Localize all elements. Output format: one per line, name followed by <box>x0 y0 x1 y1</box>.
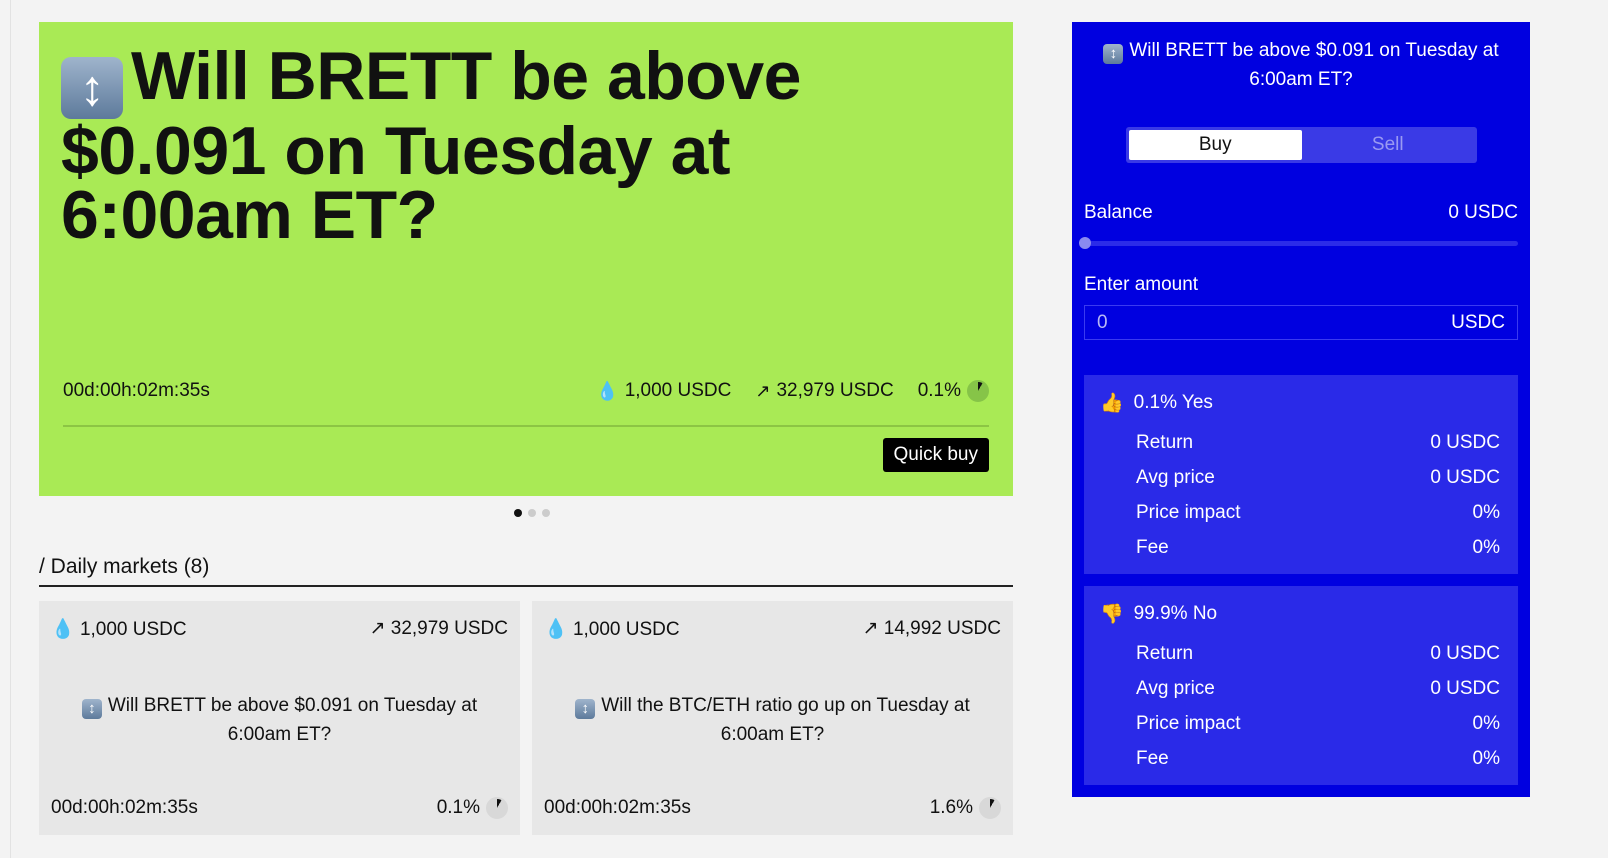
fee-value: 0% <box>1472 537 1500 558</box>
probability-stat: 0.1% <box>918 380 989 402</box>
amount-input[interactable]: 0 USDC <box>1084 305 1518 340</box>
price-impact-label: Price impact <box>1136 502 1241 523</box>
probability-stat: 1.6% <box>930 797 1001 819</box>
liquidity-drops-icon: 💧 <box>51 619 75 640</box>
volume-value: 14,992 USDC <box>883 618 1001 639</box>
probability-stat: 0.1% <box>437 797 508 819</box>
liquidity-value: 1,000 USDC <box>79 619 187 640</box>
price-impact-value: 0% <box>1472 713 1500 734</box>
tab-buy[interactable]: Buy <box>1129 130 1302 160</box>
up-down-arrow-icon: ↕ <box>81 699 102 719</box>
volume-stat: ↗ 14,992 USDC <box>863 617 1001 641</box>
return-value: 0 USDC <box>1430 643 1500 664</box>
buy-sell-toggle: Buy Sell <box>1126 127 1477 163</box>
fee-label: Fee <box>1136 537 1169 558</box>
liquidity-value: 1,000 USDC <box>624 380 732 401</box>
liquidity-stat: 💧 1,000 USDC <box>544 617 680 641</box>
trade-panel: ↕ Will BRETT be above $0.091 on Tuesday a… <box>1072 22 1530 797</box>
avg-price-label: Avg price <box>1136 467 1215 488</box>
up-down-arrow-icon: ↕ <box>61 57 123 119</box>
countdown-timer: 00d:00h:02m:35s <box>544 797 691 818</box>
avg-price-label: Avg price <box>1136 678 1215 699</box>
probability-value: 0.1% <box>436 797 480 818</box>
fee-value: 0% <box>1472 748 1500 769</box>
yes-heading: 0.1% Yes <box>1133 392 1213 413</box>
liquidity-value: 1,000 USDC <box>572 619 680 640</box>
carousel-dot[interactable] <box>528 509 536 517</box>
return-value: 0 USDC <box>1430 432 1500 453</box>
avg-price-value: 0 USDC <box>1430 678 1500 699</box>
probability-pie-icon <box>486 797 508 819</box>
featured-title-text: Will BRETT be above $0.091 on Tuesday at… <box>61 38 801 253</box>
divider <box>63 425 989 427</box>
price-impact-label: Price impact <box>1136 713 1241 734</box>
no-outcome-box[interactable]: 👎 99.9% No Return 0 USDC Avg price 0 USDC P… <box>1084 586 1518 785</box>
quick-buy-button[interactable]: Quick buy <box>882 438 989 472</box>
return-label: Return <box>1136 643 1194 664</box>
section-heading: / Daily markets (8) <box>39 555 1013 587</box>
featured-market-card[interactable]: ↕ Will BRETT be above $0.091 on Tuesday a… <box>39 22 1013 496</box>
amount-label: Enter amount <box>1084 274 1199 295</box>
market-card[interactable]: 💧 1,000 USDC ↗ 32,979 USDC ↕ Will BRETT be… <box>39 601 520 835</box>
liquidity-drops-icon: 💧 <box>544 619 568 640</box>
carousel-dot[interactable] <box>514 509 522 517</box>
fee-label: Fee <box>1136 748 1169 769</box>
amount-input-value[interactable]: 0 <box>1097 311 1108 333</box>
countdown-timer: 00d:00h:02m:35s <box>63 380 210 401</box>
avg-price-value: 0 USDC <box>1430 467 1500 488</box>
probability-pie-icon <box>979 797 1001 819</box>
volume-value: 32,979 USDC <box>390 618 508 639</box>
question-text: Will the BTC/ETH ratio go up on Tuesday … <box>601 695 970 745</box>
yes-outcome-box[interactable]: 👍 0.1% Yes Return 0 USDC Avg price 0 USDC P… <box>1084 375 1518 574</box>
amount-slider[interactable] <box>1079 237 1518 249</box>
trade-title-text: Will BRETT be above $0.091 on Tuesday at… <box>1129 40 1499 90</box>
thumbs-up-icon: 👍 <box>1100 393 1124 414</box>
trending-up-icon: ↗ <box>862 618 879 639</box>
trending-up-icon: ↗ <box>755 380 771 401</box>
countdown-timer: 00d:00h:02m:35s <box>51 797 198 818</box>
question-text: Will BRETT be above $0.091 on Tuesday at… <box>107 695 478 745</box>
liquidity-drops-icon: 💧 <box>596 380 619 401</box>
probability-pie-icon <box>967 380 989 402</box>
probability-value: 0.1% <box>917 380 961 401</box>
volume-value: 32,979 USDC <box>776 380 894 401</box>
liquidity-stat: 💧 1,000 USDC <box>596 380 731 402</box>
amount-unit: USDC <box>1451 311 1505 333</box>
tab-sell[interactable]: Sell <box>1371 134 1404 155</box>
thumbs-down-icon: 👎 <box>1100 604 1124 625</box>
balance-label: Balance <box>1084 202 1153 223</box>
carousel-dots <box>514 509 550 517</box>
liquidity-stat: 💧 1,000 USDC <box>51 617 187 641</box>
no-heading: 99.9% No <box>1133 603 1218 624</box>
volume-stat: ↗ 32,979 USDC <box>370 617 508 641</box>
page-edge <box>10 0 11 858</box>
return-label: Return <box>1136 432 1194 453</box>
featured-title: ↕ Will BRETT be above $0.091 on Tuesday a… <box>61 42 921 249</box>
probability-value: 1.6% <box>929 797 973 818</box>
market-question: ↕ Will the BTC/ETH ratio go up on Tuesday… <box>572 691 973 749</box>
market-question: ↕ Will BRETT be above $0.091 on Tuesday a… <box>79 691 480 749</box>
price-impact-value: 0% <box>1472 502 1500 523</box>
trade-panel-title: ↕ Will BRETT be above $0.091 on Tuesday a… <box>1084 36 1518 94</box>
volume-stat: ↗ 32,979 USDC <box>755 380 893 402</box>
market-card[interactable]: 💧 1,000 USDC ↗ 14,992 USDC ↕ Will the BTC/… <box>532 601 1013 835</box>
up-down-arrow-icon: ↕ <box>1103 44 1124 64</box>
up-down-arrow-icon: ↕ <box>575 699 596 719</box>
balance-value: 0 USDC <box>1448 202 1518 223</box>
trending-up-icon: ↗ <box>369 618 386 639</box>
slider-handle[interactable] <box>1079 237 1091 249</box>
carousel-dot[interactable] <box>542 509 550 517</box>
